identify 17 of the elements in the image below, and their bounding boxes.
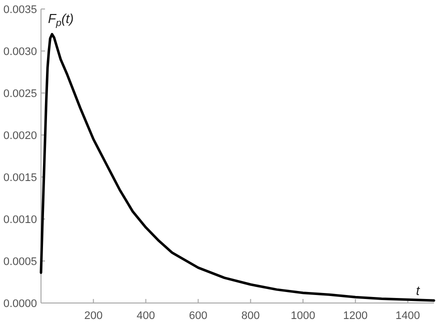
y-tick-label: 0.0015: [3, 172, 37, 184]
y-tick-label: 0.0005: [3, 256, 37, 268]
x-axis-title: t: [416, 283, 421, 298]
x-tick-label: 800: [241, 310, 260, 322]
y-tick-label: 0.0035: [3, 4, 37, 16]
x-tick-label: 200: [84, 310, 103, 322]
x-tick-label: 1400: [396, 310, 420, 322]
x-tick-label: 400: [136, 310, 155, 322]
y-tick-label: 0.0030: [3, 46, 37, 58]
y-axis-title: F$_{p}$(t): [48, 11, 74, 28]
x-tick-label: 1200: [343, 310, 368, 322]
x-tick-label: 600: [189, 310, 208, 322]
y-tick-label: 0.0020: [3, 130, 37, 142]
y-tick-label: 0.0010: [3, 214, 37, 226]
x-tick-label: 1000: [290, 310, 316, 322]
y-tick-label: 0.0000: [3, 298, 37, 310]
y-tick-label: 0.0025: [3, 88, 37, 100]
